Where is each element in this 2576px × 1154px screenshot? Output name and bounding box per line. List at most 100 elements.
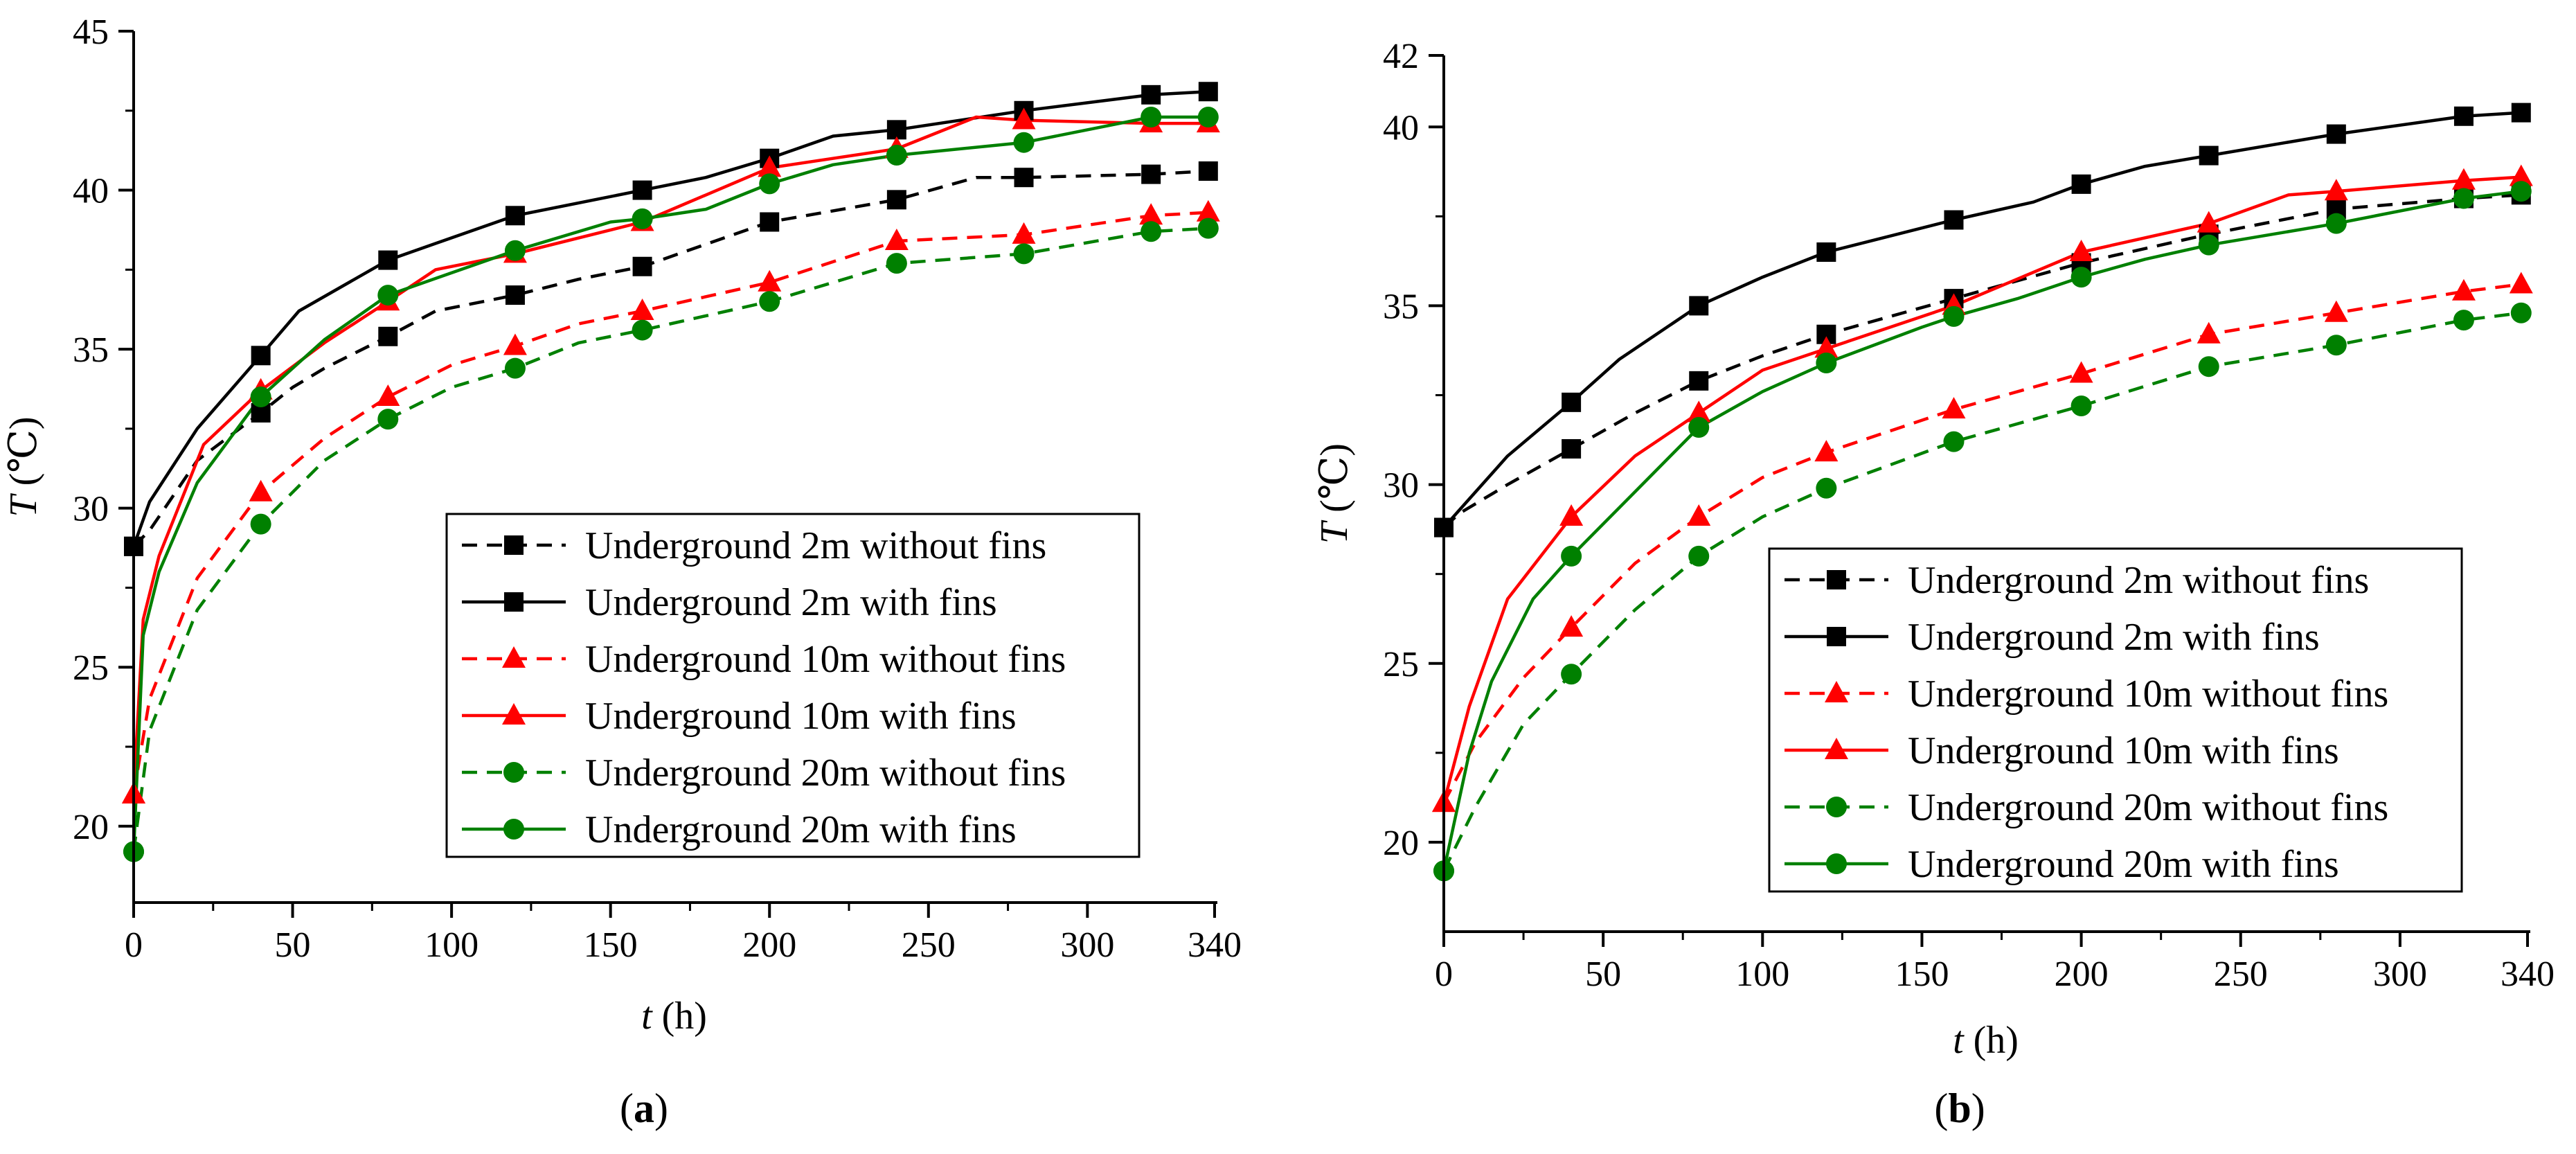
x-tick-label: 100 (1735, 955, 1789, 994)
legend-marker (1826, 853, 1847, 874)
series-line-1 (1442, 111, 2521, 529)
data-point-s2-9 (2509, 272, 2533, 294)
data-point-s5-2 (1688, 416, 1710, 438)
y-axis-label: T (℃) (1313, 443, 1356, 544)
data-point-s1-6 (2199, 145, 2219, 166)
data-point-s1-9 (2511, 103, 2531, 123)
data-point-s2-1 (249, 479, 273, 501)
data-point-s5-4 (632, 208, 653, 229)
series-line-1 (132, 89, 1208, 547)
legend-box (445, 513, 1141, 858)
legend-marker (1827, 627, 1846, 646)
legend-marker (503, 819, 524, 840)
x-tick-label: 300 (2373, 955, 2427, 994)
x-tick-label: 0 (125, 925, 143, 965)
legend-item-label: Underground 2m with fins (1908, 616, 2320, 659)
data-point-s1-1 (251, 346, 271, 366)
data-point-s1-6 (886, 120, 906, 140)
data-point-s3-1 (1559, 504, 1584, 526)
data-point-s5-6 (2198, 234, 2219, 256)
data-point-s5-1 (1561, 545, 1582, 567)
series-line-5 (1442, 189, 2522, 871)
y-axis-label-symbol: T (2, 493, 45, 517)
data-point-s5-9 (1197, 106, 1219, 127)
data-point-s0-4 (632, 256, 652, 276)
chart-panel-a: 0 50 100 150 200 250 300 340 20 25 30 35 40 45 t (h) T … (2, 12, 1242, 1131)
data-point-s4-3 (1816, 477, 1837, 499)
series-line-4 (1442, 311, 2522, 872)
data-point-s4-1 (1561, 664, 1582, 685)
data-point-s3-5 (758, 155, 782, 177)
data-point-s3-6 (2197, 211, 2221, 233)
data-point-s5-8 (1141, 106, 1162, 127)
x-axis-label-symbol: t (641, 995, 653, 1038)
legend-marker (504, 535, 524, 555)
legend: Underground 2m without fins Underground 2… (445, 513, 1141, 858)
series-line-0 (132, 169, 1208, 548)
y-tick-label: 30 (1383, 466, 1419, 506)
panel-caption: (a) (620, 1085, 668, 1131)
y-axis-label-symbol: T (1313, 520, 1356, 544)
data-point-s0-6 (886, 190, 906, 210)
data-point-s5-8 (2453, 188, 2474, 209)
y-tick-label: 35 (1383, 287, 1419, 326)
data-point-s3-8 (2451, 168, 2476, 190)
y-tick-label: 20 (1383, 824, 1419, 863)
data-point-s2-6 (884, 229, 909, 251)
data-point-s4-4 (1943, 431, 1965, 452)
data-point-s1-2 (1689, 296, 1709, 316)
x-tick-label: 200 (2055, 955, 2109, 994)
data-point-s2-4 (1942, 397, 1966, 419)
data-point-s0-9 (1198, 161, 1218, 181)
data-point-s4-5 (2070, 396, 2092, 416)
x-axis-label-symbol: t (1953, 1019, 1965, 1062)
data-point-s0-2 (1689, 371, 1709, 391)
data-point-s4-2 (377, 409, 399, 430)
x-tick-label: 0 (1435, 955, 1453, 994)
data-point-s2-3 (503, 333, 527, 355)
data-point-s4-8 (2453, 310, 2474, 331)
data-point-s2-2 (1687, 504, 1711, 526)
data-point-s0-5 (760, 212, 780, 232)
data-point-s5-5 (2070, 267, 2092, 288)
data-point-s1-4 (1944, 210, 1964, 230)
y-tick-label: 30 (73, 490, 109, 529)
legend-item-label: Underground 20m with fins (585, 808, 1017, 851)
data-point-s2-1 (1559, 615, 1584, 637)
data-point-s4-2 (1688, 545, 1710, 567)
caption-open: ( (1934, 1085, 1948, 1131)
y-axis-label-unit: (℃) (2, 416, 45, 495)
legend-marker (1827, 570, 1846, 589)
data-point-s2-8 (2451, 278, 2476, 301)
data-point-s2-7 (1012, 222, 1036, 244)
data-point-s5-4 (1943, 305, 1965, 327)
legend-item-label: Underground 20m without fins (585, 752, 1066, 795)
legend-marker (1825, 681, 1848, 702)
data-point-s5-7 (2325, 213, 2347, 234)
data-point-s1-5 (2071, 174, 2091, 194)
x-tick-label: 300 (1060, 925, 1114, 965)
data-point-s3-9 (2509, 164, 2533, 186)
y-axis-label-unit: (℃) (1313, 443, 1356, 522)
data-point-s5-6 (886, 145, 907, 166)
legend-item-label: Underground 2m with fins (585, 581, 997, 624)
x-tick-label: 200 (742, 925, 796, 965)
data-point-s2-3 (1814, 440, 1839, 462)
caption-open: ( (620, 1085, 634, 1131)
legend-item-label: Underground 10m without fins (1908, 673, 2388, 716)
data-point-s1-1 (1562, 392, 1582, 412)
data-point-s4-3 (504, 357, 526, 379)
data-point-s4-6 (886, 253, 907, 274)
data-point-s0-7 (1014, 168, 1034, 188)
caption-letter: a (634, 1085, 654, 1131)
data-point-s4-6 (2198, 356, 2219, 378)
series-line-0 (1442, 193, 2521, 529)
data-point-s2-7 (2324, 300, 2348, 322)
y-axis-label: T (℃) (2, 416, 45, 517)
data-point-s4-4 (632, 319, 653, 341)
legend-marker (1826, 797, 1847, 817)
y-tick-label: 25 (73, 648, 109, 688)
data-point-s0-3 (505, 285, 525, 305)
data-point-s1-3 (1816, 242, 1836, 262)
